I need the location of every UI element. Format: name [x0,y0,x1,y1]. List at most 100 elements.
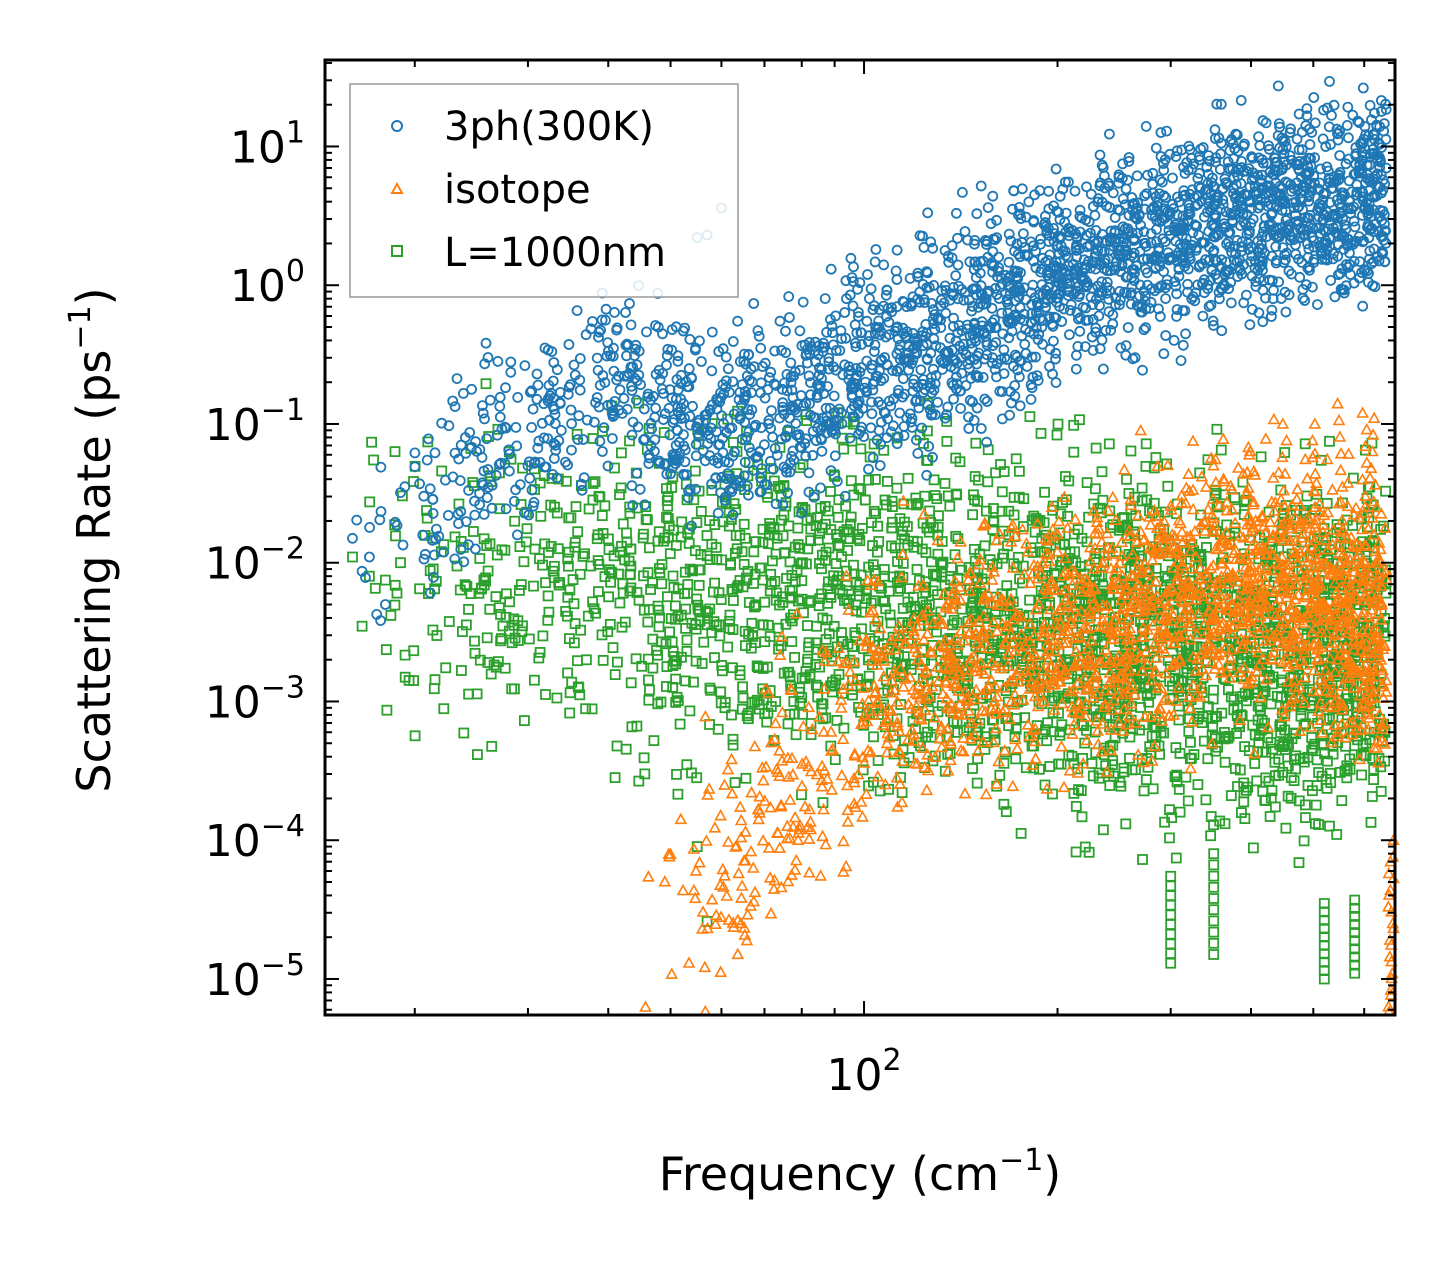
data-point-L=1000nm [1039,486,1050,498]
data-point-L=1000nm [562,591,574,603]
data-point-L=1000nm [667,682,679,693]
data-point-L=1000nm [1298,835,1310,847]
data-point-L=1000nm [1290,750,1302,762]
data-point-L=1000nm [830,558,842,569]
data-point-L=1000nm [542,614,554,626]
data-point-L=1000nm [850,599,862,611]
data-point-L=1000nm [1170,852,1182,864]
data-point-L=1000nm [1299,438,1311,450]
data-point-L=1000nm [825,486,836,497]
data-point-L=1000nm [563,546,575,558]
data-point-L=1000nm [998,466,1010,478]
data-point-L=1000nm [814,558,825,569]
data-point-L=1000nm [740,640,751,651]
data-point-L=1000nm [874,785,886,797]
data-point-L=1000nm [954,456,966,468]
data-point-L=1000nm [652,649,663,661]
data-point-L=1000nm [1225,790,1237,801]
data-point-L=1000nm [879,564,890,575]
data-point-L=1000nm [1310,818,1321,829]
data-point-L=1000nm [481,632,493,644]
data-point-L=1000nm [778,547,790,559]
data-point-L=1000nm [1083,846,1095,858]
data-point-L=1000nm [1251,775,1263,787]
data-point-L=1000nm [529,674,540,686]
data-point-L=1000nm [563,560,574,572]
data-point-L=1000nm [931,493,943,505]
data-point-L=1000nm [994,769,1006,781]
data-point-L=1000nm [577,551,589,562]
data-point-L=1000nm [870,508,881,520]
data-point-L=1000nm [563,512,575,524]
data-point-L=1000nm [1192,779,1204,790]
data-point-L=1000nm [623,555,635,567]
data-point-L=1000nm [569,537,581,548]
data-point-L=1000nm [408,476,419,487]
data-point-L=1000nm [936,536,948,547]
data-point-L=1000nm [616,621,628,633]
data-point-L=1000nm [534,553,545,565]
data-point-L=1000nm [440,662,452,674]
data-point-L=1000nm [738,518,750,530]
data-point-L=1000nm [504,596,516,608]
data-point-L=1000nm [1074,414,1085,426]
data-point-L=1000nm [517,620,528,632]
data-point-L=1000nm [671,769,682,780]
data-point-L=1000nm [764,585,776,597]
data-point-L=1000nm [478,533,490,545]
data-point-L=1000nm [624,585,636,597]
data-point-L=1000nm [1194,467,1206,479]
data-point-L=1000nm [458,727,470,739]
data-point-L=1000nm [1150,452,1162,463]
data-point-L=1000nm [1035,427,1047,439]
data-point-L=1000nm [868,731,879,743]
data-point-L=1000nm [825,740,837,752]
data-point-L=1000nm [427,624,439,636]
data-point-L=1000nm [1174,806,1186,818]
data-point-L=1000nm [625,677,637,689]
data-point-L=1000nm [547,565,559,577]
data-point-L=1000nm [389,446,401,458]
data-point-L=1000nm [592,555,604,566]
data-point-L=1000nm [810,679,822,691]
data-point-L=1000nm [884,609,896,621]
data-point-L=1000nm [1219,756,1231,768]
data-point-L=1000nm [1254,701,1266,713]
data-point-L=1000nm [647,662,659,674]
data-point-L=1000nm [667,570,679,582]
data-point-L=1000nm [740,772,752,784]
data-point-L=1000nm [819,554,831,566]
data-point-L=1000nm [843,598,855,609]
data-point-L=1000nm [567,574,579,585]
data-point-L=1000nm [545,541,557,552]
data-point-L=1000nm [631,720,643,732]
data-point-L=1000nm [967,763,978,774]
data-point-L=1000nm [543,606,555,618]
data-point-L=1000nm [1366,791,1378,802]
data-point-L=1000nm [878,444,890,456]
data-point-L=1000nm [715,686,727,698]
data-point-L=1000nm [509,515,521,527]
data-point-L=1000nm [385,610,397,621]
data-point-L=1000nm [633,594,645,606]
data-point-L=1000nm [820,634,832,645]
data-point-L=1000nm [503,625,515,637]
data-point-L=1000nm [860,494,871,506]
data-point-L=1000nm [1070,801,1082,812]
data-point-L=1000nm [1115,780,1127,792]
data-point-L=1000nm [826,680,838,692]
data-point-L=1000nm [589,476,601,488]
data-point-L=1000nm [1273,753,1285,765]
data-point-L=1000nm [789,541,801,553]
data-point-L=1000nm [1293,857,1305,868]
data-point-L=1000nm [1024,594,1035,606]
data-point-L=1000nm [666,636,678,648]
data-point-L=1000nm [495,633,507,644]
data-point-L=1000nm [838,722,850,734]
data-point-L=1000nm [471,688,483,700]
data-point-L=1000nm [1159,506,1171,518]
data-point-L=1000nm [1200,794,1212,806]
data-point-L=1000nm [658,427,670,439]
data-point-L=1000nm [998,757,1010,769]
data-point-L=1000nm [1136,754,1148,766]
